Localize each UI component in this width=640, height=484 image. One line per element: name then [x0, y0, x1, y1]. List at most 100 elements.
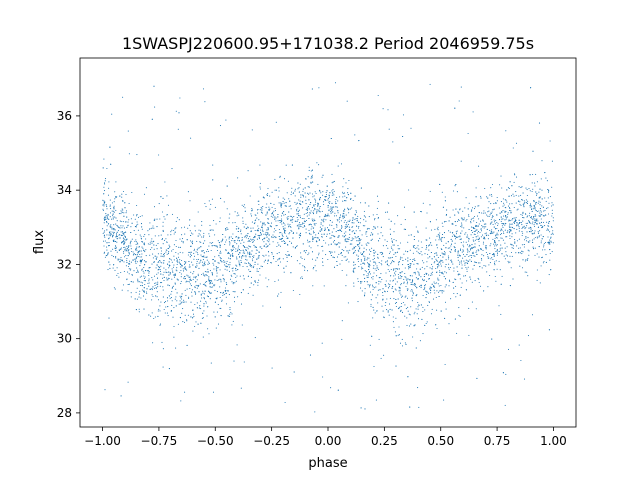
scatter-point [507, 260, 509, 262]
scatter-point [509, 255, 511, 257]
scatter-point [211, 286, 214, 288]
scatter-point [122, 237, 124, 239]
scatter-point [240, 261, 242, 263]
scatter-point [301, 217, 303, 220]
scatter-point [453, 270, 455, 272]
scatter-point [423, 275, 425, 278]
scatter-point [114, 229, 116, 231]
scatter-point [450, 251, 452, 253]
scatter-point [297, 224, 299, 226]
scatter-point [471, 229, 473, 232]
scatter-point [409, 263, 411, 265]
scatter-point [222, 233, 224, 236]
scatter-point [334, 251, 336, 253]
scatter-point [398, 326, 400, 328]
scatter-point [174, 283, 176, 285]
scatter-point [515, 191, 517, 193]
scatter-point [141, 246, 143, 248]
scatter-point [136, 261, 138, 263]
scatter-point [123, 270, 125, 273]
scatter-point [461, 230, 463, 232]
scatter-point [498, 240, 500, 242]
scatter-point [103, 252, 105, 254]
scatter-point [348, 261, 350, 263]
scatter-point [487, 211, 489, 213]
scatter-point [318, 239, 320, 241]
scatter-point [335, 199, 337, 201]
scatter-point [179, 238, 181, 240]
scatter-point [115, 233, 118, 235]
scatter-point [459, 315, 461, 317]
scatter-point [261, 225, 263, 227]
scatter-point [295, 203, 297, 205]
scatter-point [115, 249, 117, 251]
scatter-point [473, 233, 475, 235]
scatter-point [460, 160, 462, 162]
scatter-point [120, 242, 123, 244]
scatter-point [389, 251, 391, 253]
scatter-point [360, 238, 362, 240]
scatter-point [111, 226, 113, 228]
scatter-point [472, 268, 474, 270]
scatter-point [315, 240, 317, 242]
scatter-point [194, 225, 196, 227]
scatter-point [155, 282, 157, 284]
scatter-point [424, 309, 426, 311]
scatter-point [512, 247, 514, 249]
scatter-point [157, 286, 159, 288]
scatter-point [324, 199, 326, 201]
scatter-point [163, 255, 165, 257]
scatter-point [492, 238, 494, 240]
scatter-point [103, 190, 106, 192]
scatter-point [130, 240, 132, 242]
scatter-point [430, 251, 432, 254]
scatter-point [163, 216, 165, 218]
scatter-point [126, 226, 128, 228]
scatter-point [143, 275, 145, 277]
scatter-point [238, 249, 240, 251]
scatter-point [272, 241, 274, 243]
scatter-point [399, 288, 401, 290]
scatter-point [544, 241, 547, 244]
scatter-point [118, 276, 120, 278]
scatter-point [361, 244, 363, 246]
scatter-point [501, 211, 503, 214]
scatter-point [179, 97, 181, 99]
scatter-point [390, 275, 392, 277]
scatter-point [357, 255, 359, 257]
scatter-point [484, 187, 486, 190]
scatter-point [437, 233, 439, 235]
scatter-point [472, 252, 474, 255]
scatter-point [398, 261, 400, 263]
scatter-point [196, 249, 198, 251]
scatter-point [401, 295, 404, 297]
scatter-point [548, 243, 550, 245]
scatter-point [185, 294, 187, 296]
scatter-point [296, 232, 298, 234]
scatter-point [418, 285, 421, 287]
scatter-point [288, 233, 290, 235]
scatter-point [532, 246, 534, 248]
scatter-point [160, 265, 162, 267]
scatter-point [191, 261, 193, 263]
scatter-point [130, 296, 132, 298]
scatter-point [473, 220, 475, 222]
scatter-point [193, 276, 195, 278]
scatter-point [399, 242, 402, 244]
scatter-point [394, 274, 396, 276]
scatter-point [514, 219, 517, 221]
scatter-point [170, 234, 172, 236]
scatter-point [406, 281, 409, 283]
scatter-point [433, 262, 435, 264]
scatter-point [536, 210, 539, 213]
scatter-point [359, 287, 362, 289]
scatter-point [210, 286, 212, 288]
scatter-point [510, 267, 512, 269]
scatter-point [522, 226, 524, 228]
scatter-point [192, 313, 195, 315]
scatter-point [338, 235, 340, 237]
scatter-point [372, 278, 374, 280]
scatter-point [465, 289, 467, 291]
scatter-point [287, 180, 289, 182]
scatter-point [310, 210, 312, 212]
